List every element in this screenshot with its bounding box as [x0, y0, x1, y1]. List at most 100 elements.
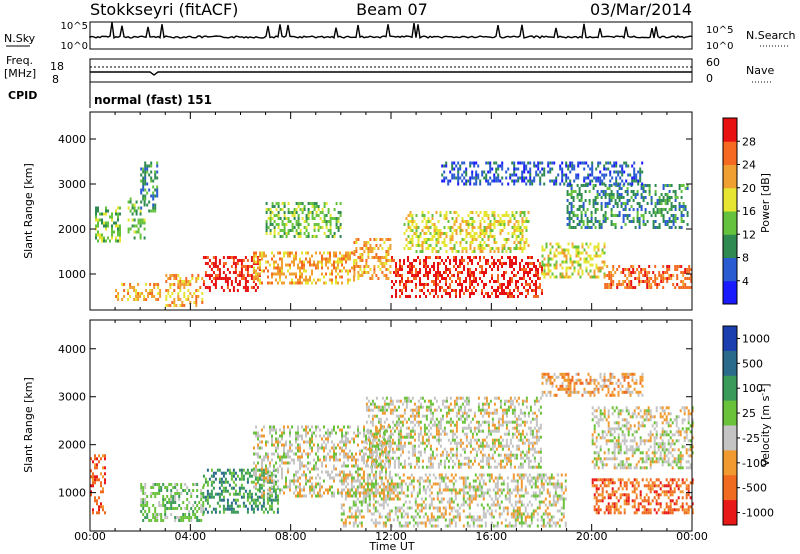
colorbar-segment — [723, 280, 737, 305]
freq-left-label-1: Freq. — [6, 54, 33, 67]
beam-label: Beam 07 — [356, 0, 428, 19]
colorbar-segment — [723, 475, 737, 501]
noise-left-label: N.Sky — [4, 32, 36, 45]
colorbar-tick-label: 1000 — [742, 332, 770, 345]
colorbar-tick-label: 4 — [742, 275, 749, 288]
x-tick-label: 16:00 — [475, 530, 507, 543]
y-tick-label: 1000 — [58, 268, 86, 281]
power-echo-data — [95, 161, 693, 307]
power-echo-region — [353, 238, 392, 280]
power-echo-region — [115, 283, 162, 301]
x-tick-label: 12:00 — [375, 530, 407, 543]
y-tick-label: 4000 — [58, 343, 86, 356]
power-echo-region — [265, 202, 342, 238]
colorbar-segment — [723, 425, 737, 451]
noise-left-tick-top: 10^5 — [61, 21, 88, 32]
noise-right-tick-top: 10^5 — [706, 25, 733, 36]
colorbar-tick-label: -100 — [742, 457, 767, 470]
velocity-echo-region — [340, 473, 567, 528]
colorbar-tick-label: 12 — [742, 228, 756, 241]
y-tick-label: 2000 — [58, 439, 86, 452]
x-tick-label: 04:00 — [174, 530, 206, 543]
y-tick-label: 4000 — [58, 133, 86, 146]
power-colorbar-label: Power [dB] — [759, 173, 772, 233]
y-tick-label: 3000 — [58, 391, 86, 404]
colorbar-tick-label: -1000 — [742, 507, 774, 520]
cpid-row: CPID normal (fast) 151 — [8, 82, 212, 108]
colorbar-tick-label: 100 — [742, 382, 763, 395]
colorbar-segment — [723, 375, 737, 402]
power-echo-region — [604, 265, 693, 289]
velocity-echo-region — [140, 483, 205, 522]
velocity-colorbar-label: Velocity [m s-1] — [758, 383, 772, 466]
power-echo-region — [165, 274, 204, 307]
colorbar-segment — [723, 118, 737, 142]
y-tick-label: 1000 — [58, 487, 86, 500]
colorbar-segment — [723, 450, 737, 476]
colorbar-segment — [723, 257, 737, 282]
colorbar-segment — [723, 211, 737, 235]
colorbar-segment — [723, 400, 737, 426]
velocity-echo-data — [90, 372, 694, 528]
velocity-ylabel: Slant Range [km] — [22, 377, 35, 473]
power-panel: 1000 2000 3000 4000 Slant Range [km] 4 8 12 16… — [22, 111, 772, 311]
velocity-echo-region — [591, 478, 694, 515]
noise-right-label: N.Search — [746, 29, 796, 42]
power-echo-region — [541, 242, 606, 279]
frequency-panel: Freq. [MHz] 18 8 60 0 Nave — [4, 54, 774, 86]
freq-left-tick-top: 18 — [50, 60, 64, 73]
velocity-echo-region — [90, 454, 106, 515]
power-echo-region — [127, 197, 146, 240]
colorbar-segment — [723, 187, 737, 212]
power-echo-region — [253, 251, 355, 285]
velocity-colorbar: 1000 500 100 25 -25 -100 -500 -1000 — [722, 325, 774, 526]
date-label: 03/Mar/2014 — [590, 0, 692, 19]
colorbar-tick-label: 500 — [742, 357, 763, 370]
colorbar-tick-label: 16 — [742, 205, 756, 218]
x-tick-label: 00:00 — [676, 530, 708, 543]
colorbar-tick-label: 20 — [742, 182, 756, 195]
time-axis-label: Time UT — [368, 540, 414, 553]
velocity-echo-region — [365, 396, 542, 469]
velocity-axis: 1000 2000 3000 4000 00:00 04:00 08:00 12:00 16:0… — [58, 320, 708, 543]
y-tick-label: 3000 — [58, 178, 86, 191]
power-echo-region — [441, 161, 644, 186]
frequency-trace — [90, 71, 692, 76]
nave-tick-bottom: 0 — [706, 72, 713, 85]
cpid-value: normal (fast) 151 — [94, 93, 212, 107]
x-tick-label: 08:00 — [275, 530, 307, 543]
colorbar-segment — [723, 234, 737, 258]
power-colorbar: 4 8 12 16 20 24 28 — [722, 117, 756, 305]
colorbar-segment — [723, 500, 737, 526]
colorbar-tick-label: -500 — [742, 482, 767, 495]
nave-label: Nave — [746, 64, 774, 77]
noise-sky-trace — [89, 22, 693, 40]
colorbar-segment — [723, 350, 737, 377]
power-echo-region — [403, 211, 530, 253]
noise-panel: N.Sky 10^5 10^0 10^5 10^0 N.Search — [4, 21, 796, 52]
colorbar-segment — [723, 164, 737, 189]
power-ylabel: Slant Range [km] — [22, 163, 35, 259]
colorbar-tick-label: 8 — [742, 252, 749, 265]
freq-left-label-2: [MHz] — [4, 67, 36, 80]
velocity-panel: 1000 2000 3000 4000 00:00 04:00 08:00 12:00 16:0… — [22, 319, 774, 553]
x-tick-label: 20:00 — [576, 530, 608, 543]
freq-left-tick-bottom: 8 — [52, 73, 59, 86]
cpid-label: CPID — [8, 89, 37, 102]
y-tick-label: 2000 — [58, 223, 86, 236]
radar-title: Stokkseyri (fitACF) — [90, 0, 238, 19]
colorbar-tick-label: 28 — [742, 135, 756, 148]
x-tick-label: 00:00 — [74, 530, 106, 543]
noise-right-tick-bottom: 10^0 — [706, 41, 733, 52]
colorbar-tick-label: -25 — [742, 432, 760, 445]
power-echo-region — [95, 206, 121, 243]
colorbar-tick-label: 25 — [742, 407, 756, 420]
velocity-echo-region — [541, 372, 644, 397]
colorbar-segment — [723, 326, 737, 352]
noise-left-tick-bottom: 10^0 — [61, 41, 88, 52]
power-echo-region — [391, 256, 543, 298]
colorbar-tick-label: 24 — [742, 159, 756, 172]
nave-tick-top: 60 — [706, 56, 720, 69]
velocity-echo-region — [591, 406, 694, 470]
